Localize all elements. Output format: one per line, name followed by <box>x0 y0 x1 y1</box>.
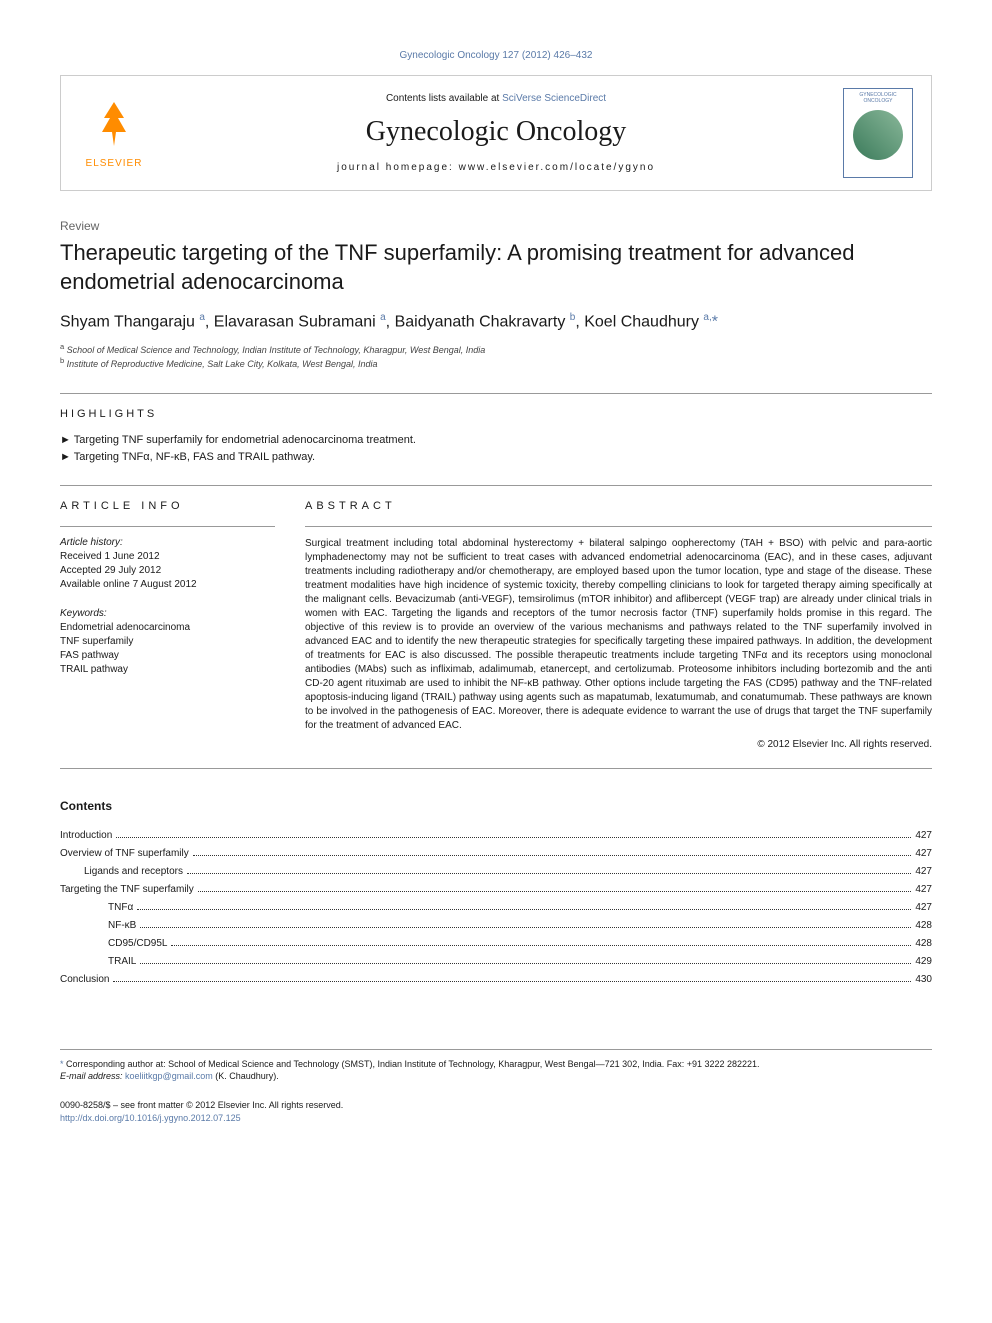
toc-label: Ligands and receptors <box>84 863 183 881</box>
article-type: Review <box>60 219 932 233</box>
history-label: Article history: <box>60 537 275 548</box>
article-title: Therapeutic targeting of the TNF superfa… <box>60 239 932 296</box>
toc-row: Ligands and receptors 427 <box>60 863 932 881</box>
cover-title: GYNECOLOGIC ONCOLOGY <box>848 93 908 104</box>
bottom-publication-info: 0090-8258/$ – see front matter © 2012 El… <box>60 1099 932 1124</box>
history-item: Accepted 29 July 2012 <box>60 564 275 578</box>
corresponding-email-link[interactable]: koeliitkgp@gmail.com <box>125 1071 213 1081</box>
email-suffix: (K. Chaudhury). <box>213 1071 279 1081</box>
table-of-contents: Introduction427Overview of TNF superfami… <box>60 827 932 989</box>
divider <box>60 393 932 394</box>
copyright-line: © 2012 Elsevier Inc. All rights reserved… <box>305 739 932 750</box>
corresponding-author-footnote: * Corresponding author at: School of Med… <box>60 1058 932 1083</box>
toc-dots <box>198 891 912 892</box>
toc-row: CD95/CD95L 428 <box>60 935 932 953</box>
doi-link[interactable]: http://dx.doi.org/10.1016/j.ygyno.2012.0… <box>60 1113 241 1123</box>
toc-row: TNFα 427 <box>60 899 932 917</box>
highlight-item: Targeting TNFα, NF-κB, FAS and TRAIL pat… <box>60 449 932 467</box>
toc-page: 427 <box>915 827 932 845</box>
elsevier-label: ELSEVIER <box>86 158 143 169</box>
toc-label: TRAIL <box>108 953 136 971</box>
toc-label: Overview of TNF superfamily <box>60 845 189 863</box>
highlights-list: Targeting TNF superfamily for endometria… <box>60 432 932 467</box>
highlight-item: Targeting TNF superfamily for endometria… <box>60 432 932 450</box>
affiliations: a School of Medical Science and Technolo… <box>60 342 932 371</box>
footnote-text: Corresponding author at: School of Medic… <box>64 1059 760 1069</box>
divider <box>60 526 275 527</box>
history-item: Received 1 June 2012 <box>60 550 275 564</box>
homepage-url: www.elsevier.com/locate/ygyno <box>459 162 655 173</box>
divider <box>60 768 932 769</box>
toc-page: 427 <box>915 845 932 863</box>
abstract-column: ABSTRACT Surgical treatment including to… <box>305 500 932 750</box>
toc-dots <box>171 945 911 946</box>
highlights-label: HIGHLIGHTS <box>60 408 932 420</box>
toc-page: 428 <box>915 917 932 935</box>
issn-line: 0090-8258/$ – see front matter © 2012 El… <box>60 1099 932 1112</box>
info-abstract-row: ARTICLE INFO Article history: Received 1… <box>60 500 932 750</box>
toc-row: NF-κB 428 <box>60 917 932 935</box>
keyword-item: FAS pathway <box>60 649 275 663</box>
journal-header: ELSEVIER Contents lists available at Sci… <box>60 75 932 191</box>
keywords-list: Endometrial adenocarcinomaTNF superfamil… <box>60 621 275 677</box>
toc-dots <box>140 963 911 964</box>
scidirect-prefix: Contents lists available at <box>386 93 502 104</box>
toc-label: Introduction <box>60 827 112 845</box>
toc-page: 429 <box>915 953 932 971</box>
toc-label: Targeting the TNF superfamily <box>60 881 194 899</box>
toc-label: TNFα <box>108 899 133 917</box>
toc-page: 428 <box>915 935 932 953</box>
article-info-column: ARTICLE INFO Article history: Received 1… <box>60 500 275 750</box>
toc-dots <box>187 873 911 874</box>
toc-label: NF-κB <box>108 917 136 935</box>
toc-page: 427 <box>915 881 932 899</box>
toc-row: Targeting the TNF superfamily 427 <box>60 881 932 899</box>
toc-row: TRAIL 429 <box>60 953 932 971</box>
toc-dots <box>113 981 911 982</box>
toc-page: 427 <box>915 863 932 881</box>
journal-homepage: journal homepage: www.elsevier.com/locat… <box>149 162 843 173</box>
header-center: Contents lists available at SciVerse Sci… <box>149 93 843 173</box>
toc-dots <box>193 855 912 856</box>
toc-row: Conclusion 430 <box>60 971 932 989</box>
toc-row: Introduction 427 <box>60 827 932 845</box>
abstract-label: ABSTRACT <box>305 500 932 512</box>
scidirect-line: Contents lists available at SciVerse Sci… <box>149 93 843 104</box>
cover-image <box>853 110 903 160</box>
keywords-label: Keywords: <box>60 608 275 619</box>
toc-dots <box>116 837 911 838</box>
toc-label: CD95/CD95L <box>108 935 167 953</box>
divider <box>60 485 932 486</box>
toc-page: 430 <box>915 971 932 989</box>
email-label: E-mail address: <box>60 1071 125 1081</box>
homepage-prefix: journal homepage: <box>337 162 459 173</box>
elsevier-logo: ELSEVIER <box>79 93 149 173</box>
abstract-text: Surgical treatment including total abdom… <box>305 537 932 733</box>
toc-row: Overview of TNF superfamily 427 <box>60 845 932 863</box>
keyword-item: Endometrial adenocarcinoma <box>60 621 275 635</box>
scidirect-link[interactable]: SciVerse ScienceDirect <box>502 93 606 104</box>
authors-line: Shyam Thangaraju a, Elavarasan Subramani… <box>60 312 932 331</box>
history-item: Available online 7 August 2012 <box>60 578 275 592</box>
journal-name: Gynecologic Oncology <box>149 116 843 148</box>
article-page: Gynecologic Oncology 127 (2012) 426–432 … <box>0 0 992 1164</box>
toc-page: 427 <box>915 899 932 917</box>
contents-label: Contents <box>60 799 932 813</box>
toc-dots <box>137 909 911 910</box>
footer-divider <box>60 1049 932 1050</box>
keyword-item: TNF superfamily <box>60 635 275 649</box>
toc-label: Conclusion <box>60 971 109 989</box>
article-info-label: ARTICLE INFO <box>60 500 275 512</box>
journal-reference: Gynecologic Oncology 127 (2012) 426–432 <box>60 50 932 61</box>
divider <box>305 526 932 527</box>
keyword-item: TRAIL pathway <box>60 663 275 677</box>
toc-dots <box>140 927 911 928</box>
history-list: Received 1 June 2012Accepted 29 July 201… <box>60 550 275 592</box>
journal-cover-thumbnail: GYNECOLOGIC ONCOLOGY <box>843 88 913 178</box>
elsevier-tree-icon <box>92 98 136 156</box>
